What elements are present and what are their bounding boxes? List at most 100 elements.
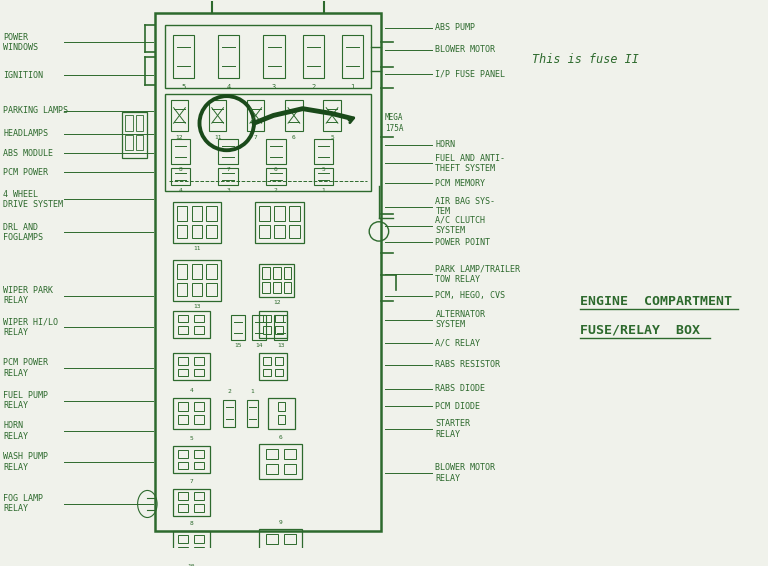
- Bar: [173, 488, 210, 516]
- Text: POWER POINT: POWER POINT: [435, 238, 490, 247]
- Bar: [178, 547, 188, 554]
- Text: BLOWER MOTOR: BLOWER MOTOR: [435, 45, 495, 54]
- Bar: [173, 398, 210, 428]
- Bar: [125, 135, 133, 150]
- Bar: [263, 368, 271, 376]
- Bar: [207, 283, 217, 295]
- Text: 7: 7: [189, 479, 193, 484]
- Text: FOG LAMP
RELAY: FOG LAMP RELAY: [3, 494, 43, 513]
- Text: FUEL AND ANTI-
THEFT SYSTEM: FUEL AND ANTI- THEFT SYSTEM: [435, 153, 505, 173]
- Text: MEGA
175A: MEGA 175A: [385, 113, 403, 133]
- Text: 5: 5: [189, 436, 193, 441]
- Bar: [268, 398, 295, 428]
- Bar: [273, 267, 280, 280]
- Bar: [275, 368, 283, 376]
- Bar: [314, 139, 333, 164]
- Bar: [266, 449, 277, 459]
- Bar: [178, 415, 188, 424]
- Bar: [194, 492, 204, 500]
- Bar: [283, 267, 291, 280]
- Bar: [260, 529, 302, 564]
- Text: 1: 1: [350, 84, 355, 90]
- Bar: [178, 326, 188, 334]
- Text: RABS DIODE: RABS DIODE: [435, 384, 485, 393]
- Bar: [260, 311, 287, 338]
- Bar: [260, 264, 294, 297]
- Text: PCM DIODE: PCM DIODE: [435, 402, 480, 411]
- Bar: [194, 326, 204, 334]
- Text: 12: 12: [273, 300, 280, 305]
- Bar: [178, 535, 188, 543]
- Text: ENGINE  COMPARTMENT: ENGINE COMPARTMENT: [581, 294, 733, 307]
- Text: WIPER HI/LO
RELAY: WIPER HI/LO RELAY: [3, 317, 58, 337]
- Bar: [262, 282, 270, 293]
- Bar: [284, 449, 296, 459]
- Bar: [194, 368, 204, 376]
- Text: 11: 11: [194, 246, 200, 251]
- Text: PARKING LAMPS: PARKING LAMPS: [3, 106, 68, 115]
- Bar: [218, 139, 238, 164]
- Bar: [278, 402, 286, 411]
- Text: PCM MEMORY: PCM MEMORY: [435, 178, 485, 187]
- Bar: [194, 504, 204, 512]
- Text: 6: 6: [292, 135, 296, 140]
- Text: FUEL PUMP
RELAY: FUEL PUMP RELAY: [3, 391, 48, 410]
- Bar: [275, 315, 283, 322]
- Bar: [247, 100, 264, 131]
- Text: PCM POWER
RELAY: PCM POWER RELAY: [3, 358, 48, 378]
- Bar: [283, 282, 291, 293]
- Bar: [136, 135, 144, 150]
- Bar: [231, 315, 245, 340]
- Bar: [125, 115, 133, 131]
- Bar: [218, 168, 238, 185]
- Bar: [177, 205, 187, 221]
- Text: This is fuse II: This is fuse II: [531, 53, 638, 66]
- Bar: [209, 100, 227, 131]
- Text: 6: 6: [274, 166, 278, 171]
- Text: FUSE/RELAY  BOX: FUSE/RELAY BOX: [581, 324, 700, 337]
- Text: 3: 3: [272, 84, 276, 90]
- Bar: [323, 100, 341, 131]
- Bar: [192, 264, 202, 279]
- Bar: [284, 464, 296, 474]
- Text: 3: 3: [227, 188, 230, 193]
- Bar: [273, 282, 280, 293]
- Text: 8: 8: [189, 521, 193, 526]
- Bar: [275, 326, 283, 334]
- Bar: [178, 315, 188, 322]
- Bar: [274, 225, 285, 238]
- Text: WIPER PARK
RELAY: WIPER PARK RELAY: [3, 286, 53, 306]
- Text: 10: 10: [187, 564, 195, 566]
- Bar: [194, 535, 204, 543]
- Bar: [207, 225, 217, 238]
- Bar: [194, 315, 204, 322]
- Bar: [194, 461, 204, 469]
- Text: AIR BAG SYS-
TEM: AIR BAG SYS- TEM: [435, 197, 495, 216]
- Bar: [274, 205, 285, 221]
- Bar: [266, 464, 277, 474]
- Text: 15: 15: [234, 342, 242, 348]
- Bar: [155, 13, 381, 531]
- Bar: [192, 283, 202, 295]
- Text: 12: 12: [176, 135, 184, 140]
- Bar: [253, 315, 266, 340]
- Text: 4: 4: [178, 188, 182, 193]
- Bar: [178, 368, 188, 376]
- Bar: [192, 225, 202, 238]
- Text: 8: 8: [178, 166, 182, 171]
- Bar: [177, 283, 187, 295]
- Bar: [342, 35, 363, 78]
- Text: 13: 13: [194, 304, 200, 309]
- Bar: [194, 415, 204, 424]
- Text: A/C RELAY: A/C RELAY: [435, 338, 480, 348]
- Text: PARK LAMP/TRAILER
TOW RELAY: PARK LAMP/TRAILER TOW RELAY: [435, 264, 521, 284]
- Bar: [178, 492, 188, 500]
- Text: 2: 2: [311, 84, 316, 90]
- Bar: [266, 534, 277, 544]
- Bar: [290, 225, 300, 238]
- Text: 5: 5: [181, 84, 186, 90]
- Bar: [260, 353, 287, 380]
- Bar: [260, 205, 270, 221]
- Bar: [303, 35, 324, 78]
- Bar: [266, 549, 277, 559]
